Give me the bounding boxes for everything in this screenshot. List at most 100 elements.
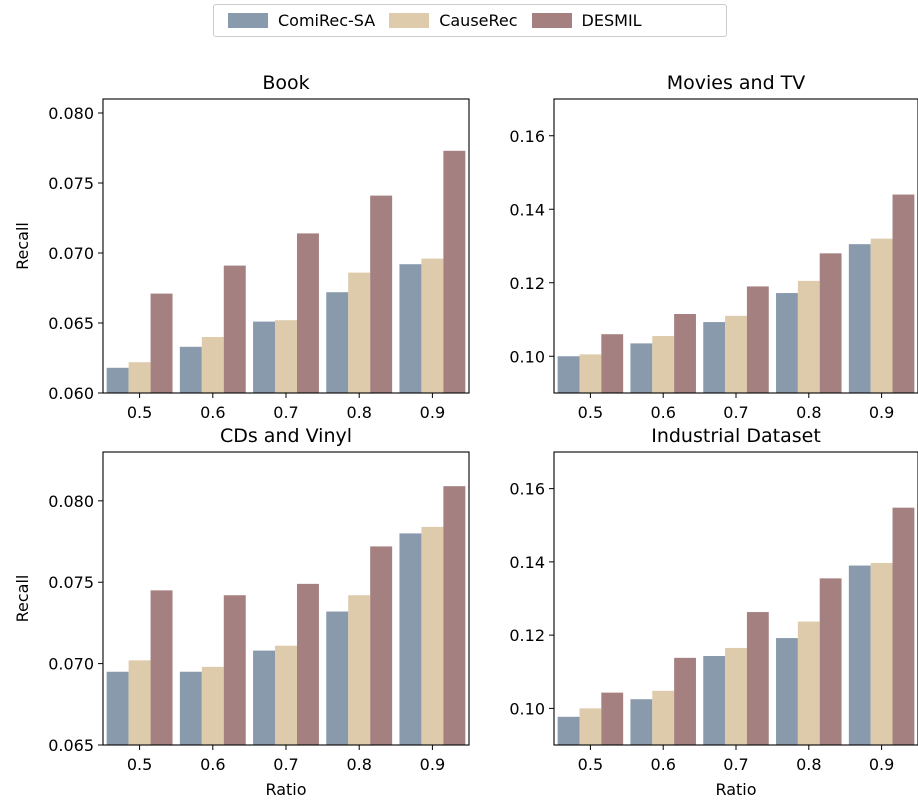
bar-causerec-0.5 [128, 362, 151, 393]
y-tick-label: 0.16 [509, 127, 545, 146]
y-tick-label: 0.080 [48, 104, 94, 123]
bar-causerec-0.9 [421, 258, 444, 393]
y-tick-label: 0.16 [509, 480, 545, 499]
x-tick-label: 0.8 [796, 403, 821, 422]
bar-causerec-0.6 [201, 666, 224, 745]
bar-desmil-0.7 [746, 286, 769, 393]
bar-causerec-0.9 [870, 238, 893, 393]
chart-title: Movies and TV [667, 72, 806, 94]
chart-title: Industrial Dataset [651, 425, 821, 447]
bar-comirec-sa-0.9 [848, 244, 871, 393]
bar-comirec-sa-0.7 [703, 656, 726, 745]
bar-causerec-0.7 [725, 315, 747, 393]
y-tick-label: 0.10 [509, 699, 545, 718]
bar-desmil-0.7 [746, 612, 769, 745]
x-tick-label: 0.5 [578, 755, 603, 774]
y-axis-label: Recall [13, 575, 32, 623]
y-tick-label: 0.14 [509, 200, 545, 219]
bar-comirec-sa-0.6 [179, 671, 202, 745]
bar-causerec-0.8 [348, 595, 371, 745]
y-tick-label: 0.070 [48, 655, 94, 674]
bar-comirec-sa-0.6 [179, 346, 202, 393]
bar-causerec-0.6 [652, 690, 675, 745]
bar-causerec-0.6 [201, 337, 224, 393]
y-tick-label: 0.065 [48, 314, 94, 333]
bar-causerec-0.9 [421, 526, 444, 745]
legend-swatch [531, 13, 572, 28]
subplot-0: 0.060 0.065 0.070 0.075 0.080 0.5 0.6 0.7 0.8 0.9… [13, 72, 470, 422]
bar-causerec-0.7 [725, 647, 747, 745]
bar-desmil-0.6 [674, 313, 696, 393]
legend-swatch [228, 13, 268, 28]
bar-comirec-sa-0.7 [703, 322, 726, 393]
bar-causerec-0.8 [797, 280, 820, 393]
x-axis-label: Ratio [715, 780, 756, 799]
bar-desmil-0.5 [601, 334, 624, 393]
bar-comirec-sa-0.5 [106, 367, 129, 393]
bar-comirec-sa-0.9 [399, 533, 422, 745]
x-tick-label: 0.6 [650, 755, 675, 774]
x-axis-label: Ratio [265, 780, 306, 799]
bar-comirec-sa-0.7 [253, 321, 276, 393]
bar-desmil-0.7 [296, 583, 319, 745]
x-tick-label: 0.6 [200, 403, 225, 422]
y-tick-label: 0.075 [48, 174, 94, 193]
bar-desmil-0.5 [150, 590, 173, 745]
x-tick-label: 0.7 [273, 755, 298, 774]
bar-causerec-0.7 [275, 320, 297, 393]
bar-causerec-0.5 [579, 354, 602, 393]
bar-desmil-0.8 [819, 253, 842, 393]
bar-comirec-sa-0.5 [557, 356, 580, 393]
bar-comirec-sa-0.9 [848, 565, 871, 745]
x-tick-label: 0.9 [869, 403, 894, 422]
x-tick-label: 0.7 [723, 755, 748, 774]
x-tick-label: 0.5 [578, 403, 603, 422]
bar-desmil-0.9 [892, 194, 915, 393]
x-tick-label: 0.5 [127, 755, 152, 774]
legend: ComiRec-SA CauseRec DESMIL [213, 4, 727, 37]
y-tick-label: 0.065 [48, 736, 94, 755]
x-tick-label: 0.7 [723, 403, 748, 422]
legend-label: ComiRec-SA [278, 11, 376, 30]
bar-desmil-0.5 [150, 293, 173, 393]
subplot-2: 0.065 0.070 0.075 0.080 0.5 0.6 0.7 0.8 0.9 CDs a… [13, 425, 470, 799]
bar-causerec-0.5 [579, 708, 602, 746]
legend-item-0: ComiRec-SA [214, 5, 375, 36]
bar-desmil-0.6 [223, 265, 246, 393]
y-tick-label: 0.080 [48, 492, 94, 511]
x-tick-label: 0.6 [650, 403, 675, 422]
bar-desmil-0.9 [443, 150, 466, 393]
bar-desmil-0.8 [370, 546, 393, 745]
legend-swatch [389, 13, 430, 28]
chart-title: CDs and Vinyl [220, 425, 352, 447]
bar-comirec-sa-0.5 [106, 671, 129, 745]
bar-causerec-0.6 [652, 336, 675, 393]
bar-comirec-sa-0.9 [399, 264, 422, 393]
x-tick-label: 0.9 [420, 755, 445, 774]
bar-causerec-0.8 [348, 272, 371, 393]
legend-item-2: DESMIL [518, 5, 642, 36]
x-tick-label: 0.7 [273, 403, 298, 422]
bar-desmil-0.9 [892, 507, 915, 745]
x-tick-label: 0.8 [796, 755, 821, 774]
y-tick-label: 0.075 [48, 573, 94, 592]
bar-desmil-0.8 [370, 195, 393, 393]
bar-causerec-0.8 [797, 621, 820, 745]
bar-causerec-0.7 [275, 645, 297, 745]
x-tick-label: 0.8 [346, 755, 371, 774]
y-tick-label: 0.070 [48, 244, 94, 263]
bar-comirec-sa-0.7 [253, 650, 276, 745]
y-tick-label: 0.10 [509, 347, 545, 366]
bar-desmil-0.6 [674, 657, 696, 745]
bar-desmil-0.9 [443, 486, 466, 745]
bar-desmil-0.5 [601, 692, 624, 745]
x-tick-label: 0.5 [127, 403, 152, 422]
y-tick-label: 0.12 [509, 274, 545, 293]
bar-comirec-sa-0.8 [326, 292, 349, 393]
x-tick-label: 0.6 [200, 755, 225, 774]
y-axis-label: Recall [13, 222, 32, 270]
y-tick-label: 0.14 [509, 553, 545, 572]
y-tick-label: 0.12 [509, 626, 545, 645]
bar-causerec-0.5 [128, 660, 151, 745]
